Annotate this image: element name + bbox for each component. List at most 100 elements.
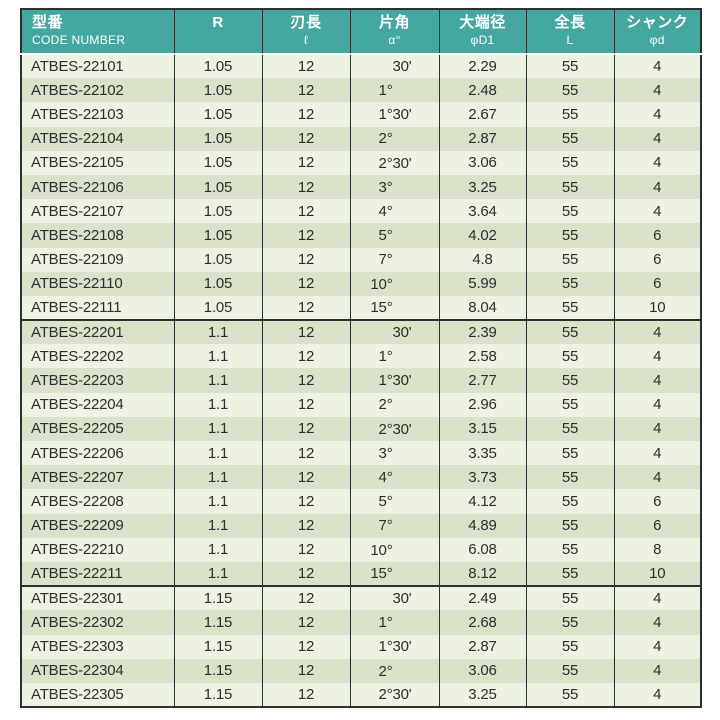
large-end-diameter-cell: 3.25 <box>438 174 526 200</box>
large-end-diameter-cell: 4.89 <box>438 513 526 538</box>
large-end-diameter-cell: 8.04 <box>438 295 526 321</box>
shank-cell: 4 <box>613 465 701 490</box>
code-number-cell: ATBES-22304 <box>20 658 174 683</box>
r-cell: 1.05 <box>173 295 262 321</box>
code-number-cell: ATBES-22206 <box>20 441 174 466</box>
r-cell: 1.1 <box>173 441 262 466</box>
table-row: ATBES-22205 1.1 12 2° 30' 3.15 55 4 <box>20 416 701 441</box>
flute-length-cell: 12 <box>261 174 350 200</box>
code-number-cell: ATBES-22202 <box>20 344 174 369</box>
large-end-diameter-cell: 3.35 <box>438 441 526 466</box>
flute-length-cell: 12 <box>261 223 350 248</box>
flute-length-cell: 12 <box>261 682 350 708</box>
half-angle-cell: 5° <box>349 223 439 248</box>
half-angle-cell: 2° <box>349 392 439 417</box>
table-row: ATBES-22207 1.1 12 4° 3.73 55 4 <box>20 465 701 490</box>
code-number-cell: ATBES-22303 <box>20 634 174 659</box>
overall-length-cell: 55 <box>525 344 614 369</box>
overall-length-cell: 55 <box>525 247 614 272</box>
large-end-diameter-cell: 3.73 <box>438 465 526 490</box>
flute-length-cell: 12 <box>261 126 350 151</box>
large-end-diameter-cell: 8.12 <box>438 561 526 587</box>
table-row: ATBES-22201 1.1 12 30' 2.39 55 4 <box>20 319 701 345</box>
r-cell: 1.1 <box>173 344 262 369</box>
code-number-cell: ATBES-22302 <box>20 610 174 635</box>
shank-cell: 6 <box>613 271 701 296</box>
r-cell: 1.05 <box>173 78 262 103</box>
r-cell: 1.05 <box>173 54 262 79</box>
angle-value: 1° 30' <box>378 638 412 656</box>
angle-value: 5° <box>378 227 393 245</box>
angle-value: 10° <box>370 541 393 559</box>
flute-length-cell: 12 <box>261 319 350 345</box>
large-end-diameter-cell: 3.15 <box>438 416 526 441</box>
shank-cell: 4 <box>613 368 701 393</box>
overall-length-cell: 55 <box>525 658 614 683</box>
col-header-sublabel: α° <box>388 33 401 47</box>
r-cell: 1.05 <box>173 223 262 248</box>
half-angle-cell: 2° <box>349 658 439 683</box>
col-header-r: R <box>173 9 262 55</box>
angle-value: 3° <box>378 444 393 462</box>
half-angle-cell: 1° 30' <box>349 102 439 127</box>
overall-length-cell: 55 <box>525 465 614 490</box>
spec-table: 型番 CODE NUMBER R 刃長 ℓ 片角 α° <box>20 8 702 709</box>
col-header-sublabel: ℓ <box>303 33 309 47</box>
half-angle-cell: 30' <box>349 319 439 345</box>
col-header-label: R <box>212 14 224 31</box>
table-row: ATBES-22301 1.15 12 30' 2.49 55 4 <box>20 585 701 611</box>
col-header-large-end-diameter: 大端径 φD1 <box>438 9 526 55</box>
table-row: ATBES-22304 1.15 12 2° 3.06 55 4 <box>20 658 701 683</box>
angle-value: 1° 30' <box>378 372 412 390</box>
large-end-diameter-cell: 2.67 <box>438 102 526 127</box>
half-angle-cell: 7° <box>349 513 439 538</box>
r-cell: 1.15 <box>173 658 262 683</box>
half-angle-cell: 3° <box>349 174 439 200</box>
angle-value: 4° <box>378 202 393 220</box>
half-angle-cell: 10° <box>349 537 439 562</box>
angle-value: 2° <box>378 130 393 148</box>
half-angle-cell: 1° 30' <box>349 368 439 393</box>
large-end-diameter-cell: 2.96 <box>438 392 526 417</box>
flute-length-cell: 12 <box>261 247 350 272</box>
code-number-cell: ATBES-22204 <box>20 392 174 417</box>
large-end-diameter-cell: 2.58 <box>438 344 526 369</box>
overall-length-cell: 55 <box>525 223 614 248</box>
large-end-diameter-cell: 3.06 <box>438 150 526 175</box>
angle-value: 7° <box>378 517 393 535</box>
angle-value: 7° <box>378 251 393 269</box>
table-row: ATBES-22108 1.05 12 5° 4.02 55 6 <box>20 223 701 248</box>
half-angle-cell: 4° <box>349 199 439 224</box>
angle-value: 2° 30' <box>378 154 412 172</box>
table-row: ATBES-22204 1.1 12 2° 2.96 55 4 <box>20 392 701 417</box>
shank-cell: 4 <box>613 416 701 441</box>
r-cell: 1.1 <box>173 489 262 514</box>
half-angle-cell: 15° <box>349 295 439 321</box>
r-cell: 1.15 <box>173 634 262 659</box>
shank-cell: 4 <box>613 102 701 127</box>
overall-length-cell: 55 <box>525 682 614 708</box>
col-header-label: 型番 <box>32 14 64 31</box>
flute-length-cell: 12 <box>261 489 350 514</box>
shank-cell: 6 <box>613 223 701 248</box>
half-angle-cell: 30' <box>349 54 439 79</box>
r-cell: 1.15 <box>173 610 262 635</box>
code-number-cell: ATBES-22107 <box>20 199 174 224</box>
col-header-sublabel: L <box>566 33 574 47</box>
code-number-cell: ATBES-22108 <box>20 223 174 248</box>
shank-cell: 8 <box>613 537 701 562</box>
flute-length-cell: 12 <box>261 368 350 393</box>
shank-cell: 4 <box>613 441 701 466</box>
shank-cell: 6 <box>613 513 701 538</box>
table-row: ATBES-22110 1.05 12 10° 5.99 55 6 <box>20 271 701 296</box>
flute-length-cell: 12 <box>261 561 350 587</box>
large-end-diameter-cell: 6.08 <box>438 537 526 562</box>
overall-length-cell: 55 <box>525 102 614 127</box>
shank-cell: 4 <box>613 319 701 345</box>
overall-length-cell: 55 <box>525 392 614 417</box>
half-angle-cell: 2° <box>349 126 439 151</box>
r-cell: 1.1 <box>173 537 262 562</box>
angle-value: 1° 30' <box>378 106 412 124</box>
shank-cell: 4 <box>613 174 701 200</box>
flute-length-cell: 12 <box>261 634 350 659</box>
